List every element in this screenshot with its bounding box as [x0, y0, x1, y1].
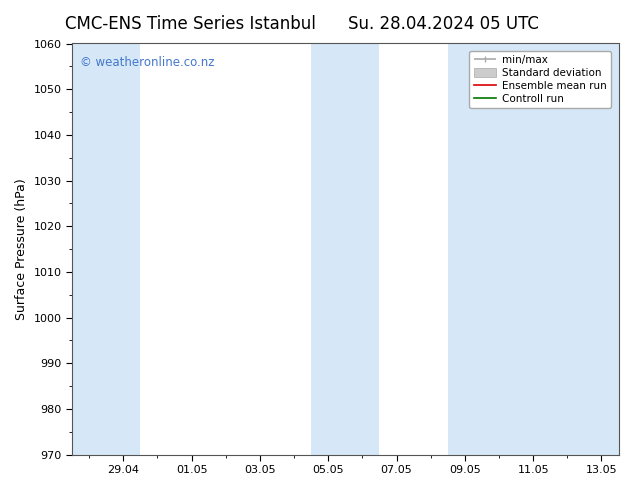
Y-axis label: Surface Pressure (hPa): Surface Pressure (hPa) — [15, 178, 28, 320]
Bar — [72, 44, 140, 455]
Bar — [311, 44, 380, 455]
Text: CMC-ENS Time Series Istanbul: CMC-ENS Time Series Istanbul — [65, 15, 316, 33]
Bar — [448, 44, 634, 455]
Text: © weatheronline.co.nz: © weatheronline.co.nz — [81, 56, 215, 69]
Legend: min/max, Standard deviation, Ensemble mean run, Controll run: min/max, Standard deviation, Ensemble me… — [469, 51, 611, 108]
Text: Su. 28.04.2024 05 UTC: Su. 28.04.2024 05 UTC — [348, 15, 540, 33]
